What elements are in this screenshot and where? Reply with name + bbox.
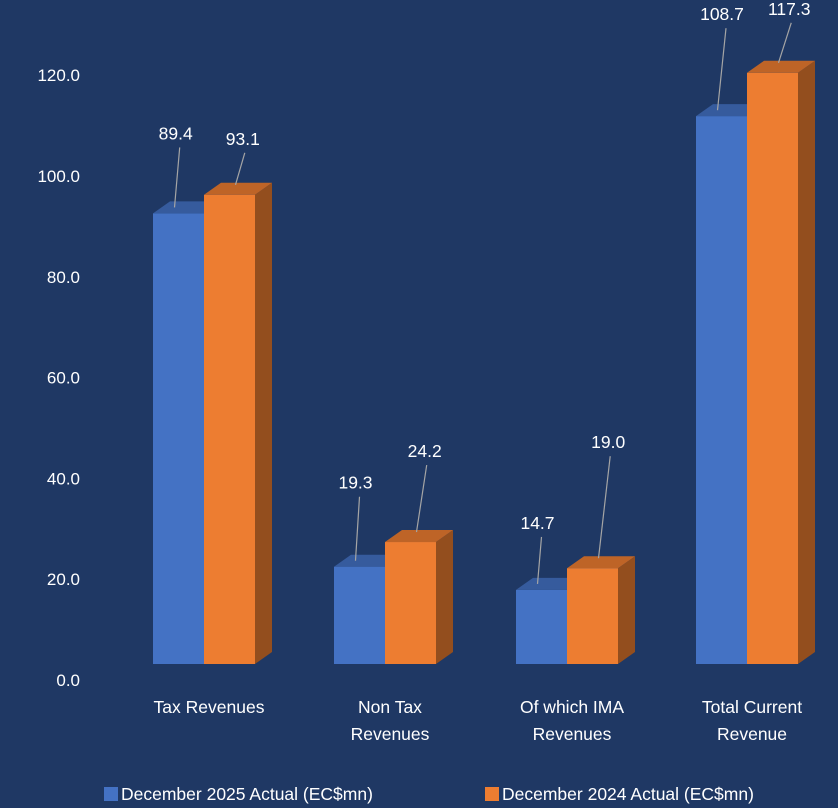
bar-front-face bbox=[153, 213, 204, 664]
data-label-leader-line bbox=[234, 152, 246, 185]
data-label-leader-line bbox=[536, 536, 543, 584]
data-label: 108.7 bbox=[700, 4, 744, 24]
bar-dec-2024-3 bbox=[567, 556, 635, 664]
bar-top-face bbox=[747, 60, 815, 73]
data-label: 24.2 bbox=[408, 441, 442, 461]
legend: December 2025 Actual (EC$mn) December 202… bbox=[104, 784, 754, 804]
data-label: 117.3 bbox=[768, 0, 811, 19]
bar-side-face bbox=[618, 556, 635, 664]
bar-front-face bbox=[204, 194, 255, 664]
data-label-leader-line bbox=[173, 147, 181, 208]
data-labels: 89.4 93.1 19.3 24.2 14.7 19.0 108.7 117.3 bbox=[159, 0, 811, 584]
x-category-label: Tax Revenues bbox=[154, 697, 265, 717]
legend-item-dec-2024: December 2024 Actual (EC$mn) bbox=[485, 784, 754, 804]
bar-top-face bbox=[204, 182, 272, 195]
y-tick-label: 80.0 bbox=[47, 268, 80, 287]
bar-side-face bbox=[798, 60, 815, 665]
data-label: 14.7 bbox=[520, 513, 554, 533]
y-tick-label: 40.0 bbox=[47, 469, 80, 488]
bar-dec-2024-4 bbox=[747, 60, 815, 665]
data-label-leader-line bbox=[597, 456, 611, 559]
bar-front-face bbox=[567, 568, 618, 664]
x-axis: Tax Revenues Non Tax Revenues Of which IMA R… bbox=[154, 697, 803, 744]
data-label-leader-line bbox=[354, 496, 361, 561]
y-axis: 0.0 20.0 40.0 60.0 80.0 100.0 120.0 bbox=[37, 66, 80, 690]
data-label-leader-line bbox=[777, 22, 792, 63]
data-label: 19.0 bbox=[591, 432, 625, 452]
data-label: 93.1 bbox=[226, 129, 260, 149]
legend-label: December 2025 Actual (EC$mn) bbox=[121, 784, 373, 804]
bar-side-face bbox=[436, 530, 453, 664]
legend-label: December 2024 Actual (EC$mn) bbox=[502, 784, 754, 804]
data-label: 89.4 bbox=[159, 123, 193, 143]
bar-dec-2024-1 bbox=[204, 182, 272, 664]
data-label-leader-line bbox=[415, 464, 428, 533]
bar-top-face bbox=[385, 530, 453, 543]
legend-swatch bbox=[104, 787, 118, 801]
bar-front-face bbox=[516, 589, 567, 664]
y-tick-label: 60.0 bbox=[47, 369, 80, 388]
bar-dec-2024-2 bbox=[385, 530, 453, 664]
y-tick-label: 0.0 bbox=[56, 671, 80, 690]
y-tick-label: 100.0 bbox=[37, 167, 80, 186]
bar-front-face bbox=[747, 72, 798, 665]
x-category-label: Of which IMA Revenues bbox=[520, 697, 624, 744]
x-category-label: Non Tax Revenues bbox=[351, 697, 430, 744]
bar-front-face bbox=[334, 566, 385, 664]
legend-item-dec-2025: December 2025 Actual (EC$mn) bbox=[104, 784, 373, 804]
y-tick-label: 20.0 bbox=[47, 570, 80, 589]
legend-swatch bbox=[485, 787, 499, 801]
bar-side-face bbox=[255, 182, 272, 664]
x-category-label: Total Current Revenue bbox=[702, 697, 802, 744]
data-label-leader-line bbox=[716, 28, 727, 111]
bar-front-face bbox=[696, 116, 747, 665]
y-tick-label: 120.0 bbox=[37, 66, 80, 85]
plot-area bbox=[153, 60, 815, 665]
bar-front-face bbox=[385, 542, 436, 664]
bar-top-face bbox=[567, 556, 635, 569]
data-label: 19.3 bbox=[338, 473, 372, 493]
